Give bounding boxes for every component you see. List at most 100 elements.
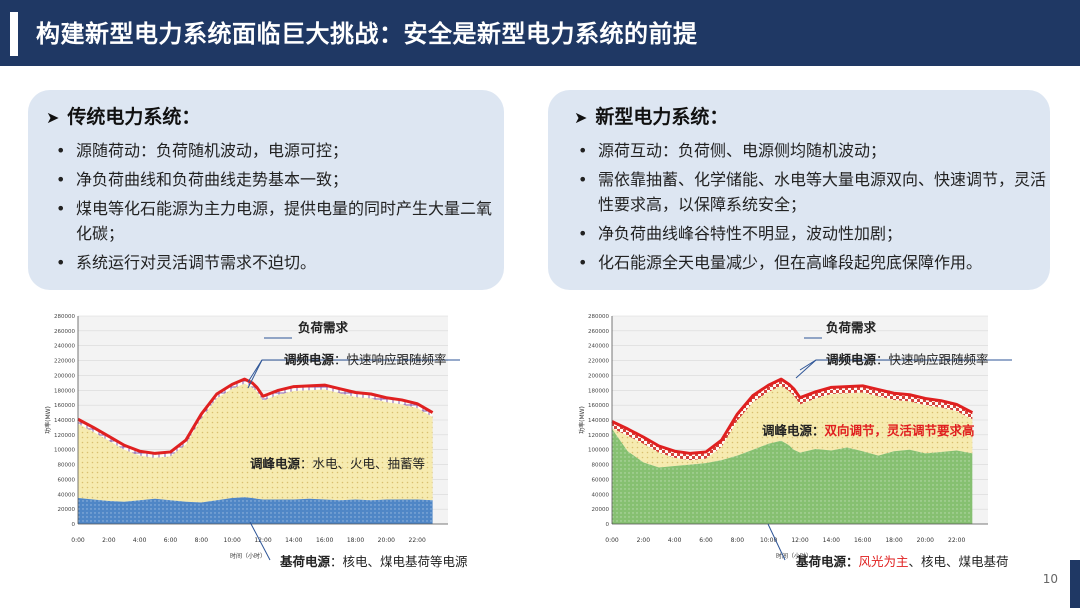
x-tick-label: 2:00 [102, 537, 116, 544]
y-tick-label: 260000 [54, 329, 75, 335]
y-axis-label: 功率(MW) [578, 406, 586, 434]
x-tick-label: 4:00 [133, 537, 147, 544]
y-tick-label: 160000 [588, 403, 609, 409]
peak-power-area [612, 379, 973, 468]
x-axis-label: 时间（小时） [230, 552, 266, 560]
base-load-area [612, 428, 973, 524]
y-tick-label: 200000 [54, 373, 75, 379]
x-tick-label: 14:00 [285, 537, 302, 544]
chart-svg: 0 20000 40000 60000 80000 100000 120000 140000 1… [44, 314, 468, 569]
new-system-load-chart: 0 20000 40000 60000 80000 100000 120000 140000 1… [560, 300, 1050, 580]
y-tick-label: 80000 [58, 463, 76, 469]
base-load-area [78, 497, 433, 524]
list-item: 源荷互动：负荷侧、电源侧均随机波动； [578, 138, 1048, 163]
load-demand-line [77, 377, 434, 455]
y-tick-label: 120000 [54, 433, 75, 439]
x-tick-label: 22:00 [948, 537, 965, 544]
y-tick-label: 220000 [588, 359, 609, 365]
y-tick-label: 140000 [588, 418, 609, 424]
y-tick-label: 60000 [592, 477, 610, 483]
annotation-pointer [249, 521, 271, 561]
annotation-pointer [799, 359, 1012, 371]
base-source-annotation: 基荷电源：核电、煤电基荷等电源 [279, 554, 468, 569]
header-bar: 构建新型电力系统面临巨大挑战：安全是新型电力系统的前提 [0, 0, 1080, 66]
y-tick-label: 20000 [592, 507, 610, 513]
x-tick-label: 12:00 [791, 537, 808, 544]
bullet-list: 源随荷动：负荷随机波动，电源可控； 净负荷曲线和负荷曲线走势基本一致； 煤电等化… [56, 138, 496, 279]
y-tick-label: 220000 [54, 359, 75, 365]
x-tick-label: 18:00 [885, 537, 902, 544]
y-axis-label: 功率(MW) [44, 406, 52, 434]
peak-power-area [78, 379, 433, 503]
annotation-pointer [247, 359, 263, 389]
x-tick-label: 10:00 [224, 537, 241, 544]
new-system-panel: ➤ 新型电力系统： 源荷互动：负荷侧、电源侧均随机波动； 需依靠抽蓄、化学储能、水… [548, 90, 1050, 290]
x-tick-label: 18:00 [347, 537, 364, 544]
panel-heading: 传统电力系统： [67, 106, 201, 128]
corner-decoration [1070, 560, 1080, 608]
load-demand-annotation: 负荷需求 [298, 320, 349, 335]
y-tick-label: 40000 [58, 492, 76, 498]
frequency-source-annotation: 调频电源：快速响应跟随频率 [826, 352, 989, 367]
list-item: 源随荷动：负荷随机波动，电源可控； [56, 138, 496, 163]
y-tick-label: 40000 [592, 492, 610, 498]
x-tick-label: 20:00 [917, 537, 934, 544]
x-tick-label: 2:00 [637, 537, 651, 544]
arrow-icon: ➤ [574, 108, 588, 127]
y-tick-label: 160000 [54, 403, 75, 409]
y-tick-label: 280000 [588, 314, 609, 320]
page-title: 构建新型电力系统面临巨大挑战：安全是新型电力系统的前提 [36, 20, 698, 48]
peak-source-annotation: 调峰电源：双向调节，灵活调节要求高 [762, 423, 975, 438]
y-tick-label: 180000 [54, 388, 75, 394]
y-tick-label: 240000 [588, 344, 609, 350]
y-tick-label: 60000 [58, 477, 76, 483]
y-tick-label: 240000 [54, 344, 75, 350]
y-tick-label: 20000 [58, 507, 76, 513]
y-tick-label: 0 [72, 522, 76, 528]
annotation-pointer [767, 523, 786, 561]
list-item: 化石能源全天电量减少，但在高峰段起兜底保障作用。 [578, 250, 1048, 275]
x-tick-label: 0:00 [71, 537, 85, 544]
x-tick-label: 20:00 [378, 537, 395, 544]
y-tick-label: 140000 [54, 418, 75, 424]
y-tick-label: 260000 [588, 329, 609, 335]
list-item: 净负荷曲线峰谷特性不明显，波动性加剧； [578, 221, 1048, 246]
x-tick-label: 22:00 [409, 537, 426, 544]
chart-svg: 0 20000 40000 60000 80000 100000 120000 140000 1… [578, 314, 1012, 569]
traditional-load-chart: 0 20000 40000 60000 80000 100000 120000 140000 1… [30, 300, 500, 580]
annotation-pointer [795, 359, 817, 379]
load-demand-line [611, 377, 974, 455]
x-tick-label: 16:00 [316, 537, 333, 544]
y-tick-label: 120000 [588, 433, 609, 439]
arrow-icon: ➤ [46, 108, 60, 127]
title-accent-bar [10, 12, 18, 56]
list-item: 煤电等化石能源为主力电源，提供电量的同时产生大量二氧化碳； [56, 196, 496, 246]
y-tick-label: 0 [606, 522, 610, 528]
y-tick-label: 180000 [588, 388, 609, 394]
x-tick-label: 8:00 [195, 537, 209, 544]
x-tick-label: 6:00 [699, 537, 713, 544]
base-source-annotation: 基荷电源：风光为主、核电、煤电基荷 [795, 554, 1009, 569]
y-tick-label: 280000 [54, 314, 75, 320]
x-tick-label: 12:00 [254, 537, 271, 544]
y-tick-label: 100000 [588, 448, 609, 454]
x-axis-label: 时间（小时） [776, 552, 812, 560]
y-tick-label: 200000 [588, 373, 609, 379]
list-item: 需依靠抽蓄、化学储能、水电等大量电源双向、快速调节，灵活性要求高，以保障系统安全… [578, 167, 1048, 217]
list-item: 系统运行对灵活调节需求不迫切。 [56, 250, 496, 275]
traditional-system-panel: ➤ 传统电力系统： 源随荷动：负荷随机波动，电源可控； 净负荷曲线和负荷曲线走势基… [28, 90, 504, 290]
list-item: 净负荷曲线和负荷曲线走势基本一致； [56, 167, 496, 192]
page-number: 10 [1042, 572, 1058, 586]
x-tick-label: 8:00 [731, 537, 745, 544]
x-tick-label: 0:00 [605, 537, 619, 544]
peak-source-annotation: 调峰电源：水电、火电、抽蓄等 [250, 456, 425, 471]
x-tick-label: 14:00 [823, 537, 840, 544]
bullet-list: 源荷互动：负荷侧、电源侧均随机波动； 需依靠抽蓄、化学储能、水电等大量电源双向、… [578, 138, 1048, 279]
x-tick-label: 10:00 [760, 537, 777, 544]
x-tick-label: 16:00 [854, 537, 871, 544]
y-tick-label: 80000 [592, 463, 610, 469]
panel-heading: 新型电力系统： [595, 106, 729, 128]
x-tick-label: 4:00 [668, 537, 682, 544]
x-tick-label: 6:00 [164, 537, 178, 544]
frequency-source-annotation: 调频电源：快速响应跟随频率 [284, 352, 447, 367]
